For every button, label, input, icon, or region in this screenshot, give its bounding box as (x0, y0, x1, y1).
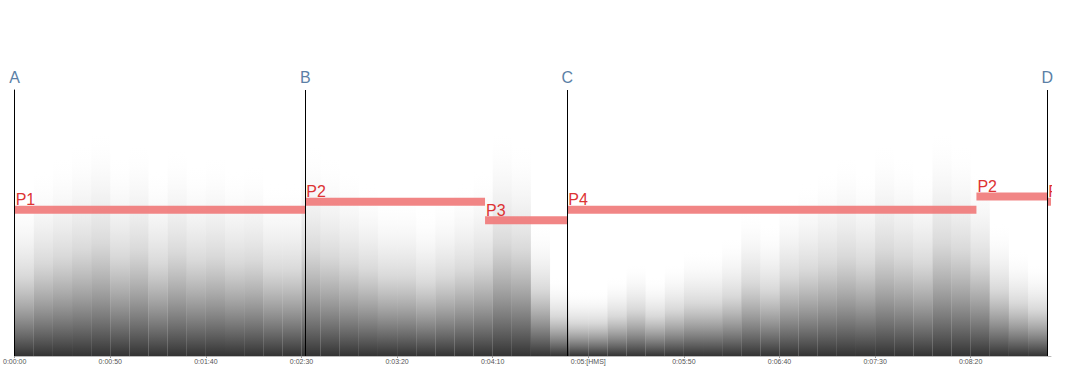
svg-text:C: C (561, 69, 573, 86)
svg-text:0:04:10: 0:04:10 (481, 358, 504, 365)
svg-text:P: P (1048, 183, 1059, 200)
svg-text:P1: P1 (16, 191, 36, 208)
svg-text:0:02:30: 0:02:30 (290, 358, 313, 365)
svg-text:A: A (9, 69, 20, 86)
svg-text:P2: P2 (977, 178, 997, 195)
svg-text:0:01:40: 0:01:40 (194, 358, 217, 365)
svg-text:P3: P3 (486, 202, 506, 219)
svg-text:B: B (300, 69, 311, 86)
svg-text:0:05:[HMS]: 0:05:[HMS] (571, 358, 606, 366)
svg-text:0:07:30: 0:07:30 (863, 358, 886, 365)
svg-text:P2: P2 (306, 183, 326, 200)
svg-text:0:00:50: 0:00:50 (99, 358, 122, 365)
svg-text:0:00:00: 0:00:00 (3, 358, 26, 365)
svg-text:0:08:20: 0:08:20 (959, 358, 982, 365)
svg-text:D: D (1041, 69, 1053, 86)
svg-text:P4: P4 (568, 191, 588, 208)
svg-text:0:06:40: 0:06:40 (768, 358, 791, 365)
svg-text:0:03:20: 0:03:20 (385, 358, 408, 365)
svg-text:0:05:50: 0:05:50 (672, 358, 695, 365)
